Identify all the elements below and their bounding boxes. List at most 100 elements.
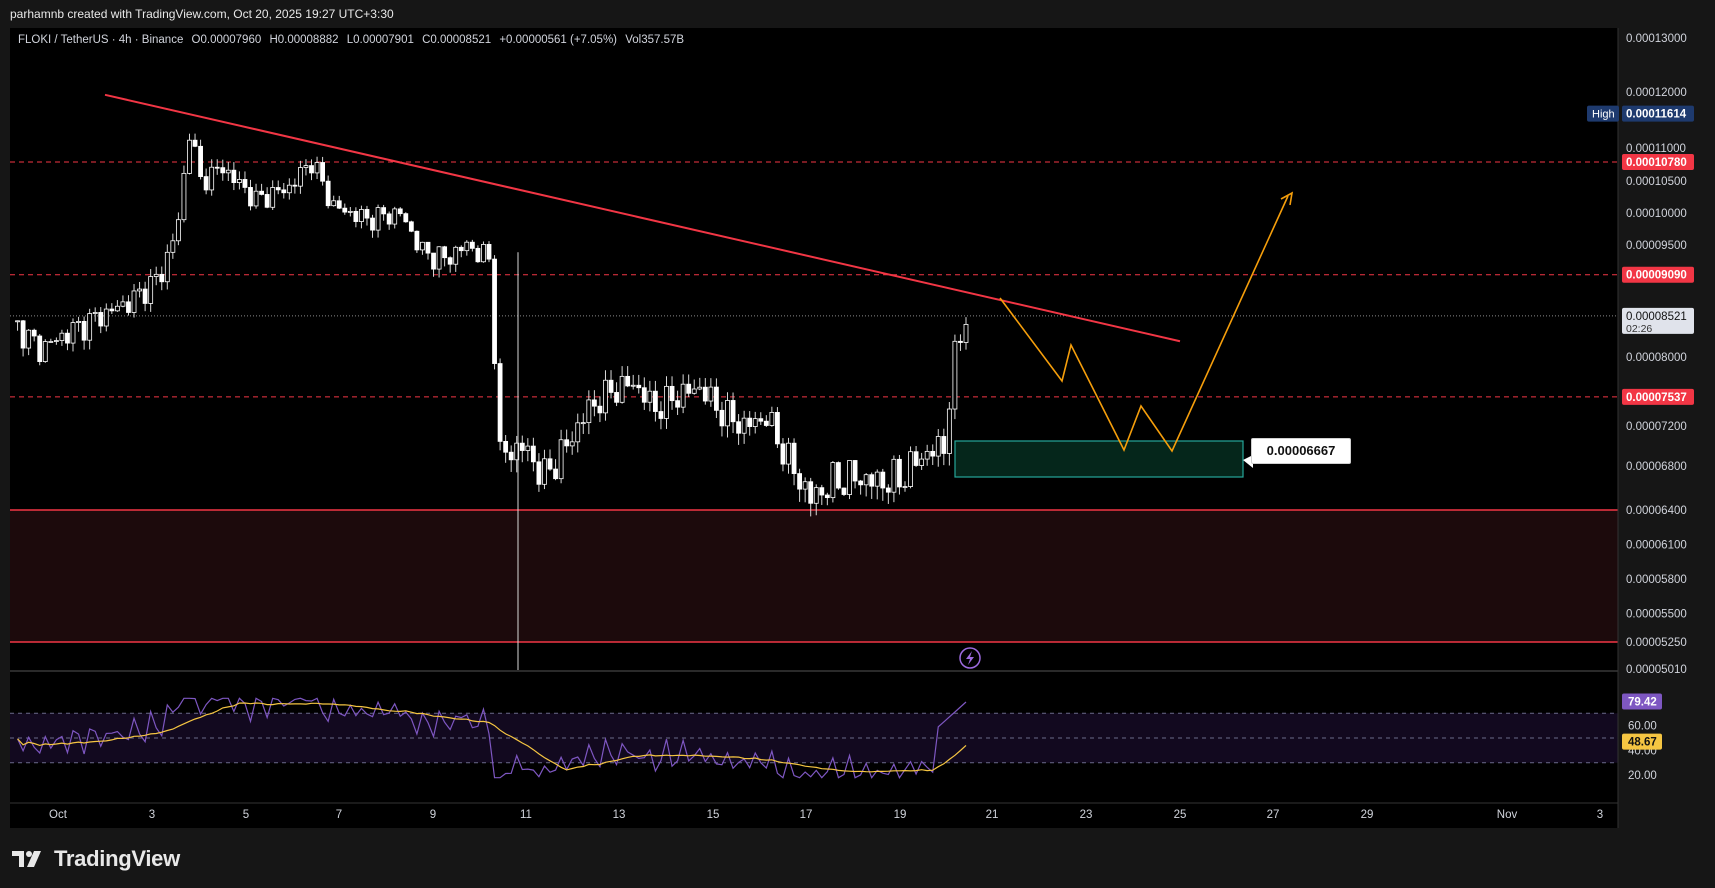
legend-open: O0.00007960 (191, 34, 262, 46)
demand-box-callout[interactable]: 0.00006667 (1251, 438, 1351, 464)
time-tick-label: 17 (800, 809, 813, 821)
candle-body (891, 458, 897, 493)
candle-body (519, 442, 525, 451)
candle-body (453, 246, 459, 265)
main-pane (10, 93, 1618, 670)
time-tick-label: Nov (1497, 809, 1518, 821)
candle-body (31, 329, 37, 337)
candle-body (591, 399, 597, 407)
candle-body (436, 246, 442, 270)
candle-body (702, 386, 708, 402)
price-tick-label: 0.00005800 (1626, 574, 1687, 586)
candle-body (719, 409, 725, 427)
demand-box (954, 440, 1244, 478)
candle-body (830, 462, 836, 499)
candle-body (15, 320, 20, 323)
price-tick-label: 0.00013000 (1626, 33, 1687, 45)
support-zone (10, 510, 1618, 642)
candle-body (486, 244, 492, 260)
candle-body (170, 240, 176, 253)
candle-body (725, 400, 730, 427)
price-badge-bg (1622, 307, 1694, 334)
candle-body (924, 450, 930, 460)
attribution-text: parhamnb created with TradingView.com, O… (10, 7, 394, 21)
candle-body (769, 412, 775, 426)
candle-body (752, 418, 758, 427)
legend-high: H0.00008882 (269, 34, 339, 46)
candle-body (958, 340, 963, 343)
lightning-icon (959, 647, 981, 669)
candle-body (558, 439, 564, 480)
candle-body (608, 379, 614, 393)
price-tick-label: 0.00008000 (1626, 352, 1687, 364)
candle-body (37, 335, 43, 362)
price-chart[interactable]: 0.00013000 0.00012000 0.00011000 0.00010500… (0, 0, 1715, 828)
legend-low: L0.00007901 (346, 34, 414, 46)
time-tick-label: 11 (520, 809, 532, 821)
candle-body (824, 494, 830, 499)
candle-body (98, 312, 104, 327)
candle-body (625, 375, 631, 387)
candle-body (675, 400, 680, 408)
callout-pointer (1243, 455, 1253, 468)
candle-body (553, 468, 558, 480)
candle-body (181, 172, 187, 221)
rsi-pane (10, 697, 1618, 779)
candle-body (508, 451, 514, 461)
candle-body (902, 486, 908, 488)
candle-body (414, 230, 420, 251)
candle-body (137, 288, 142, 292)
candle-body (658, 411, 664, 419)
candle-body (220, 167, 226, 174)
candle-body (908, 451, 913, 487)
candle-body (797, 473, 803, 490)
candle-body (203, 176, 209, 191)
candle-body (686, 383, 692, 394)
candle-body (103, 308, 109, 327)
price-badge-value: 0.00008521 (1626, 311, 1687, 323)
rsi-ma-badge (1622, 733, 1662, 750)
candle-body (225, 169, 231, 174)
price-tick-label: 0.00006400 (1626, 505, 1687, 517)
candle-body (286, 184, 292, 194)
candle-body (786, 442, 791, 465)
price-tick-label: 0.00006800 (1626, 461, 1687, 473)
candle-body (131, 290, 137, 313)
candle-body (314, 162, 320, 174)
candle-body (747, 417, 753, 427)
candle-body (564, 439, 570, 447)
tradingview-brand[interactable]: TradingView (12, 846, 180, 872)
candle-body (730, 400, 736, 423)
candle-body (542, 458, 547, 485)
candle-body (780, 443, 786, 465)
candle-body (397, 208, 403, 215)
time-tick-label: 13 (613, 809, 626, 821)
candle-body (109, 308, 115, 312)
candle-body (42, 341, 48, 362)
candle-body (641, 387, 647, 403)
candle-body (636, 384, 642, 389)
candle-body (175, 219, 181, 242)
candle-body (930, 450, 936, 457)
candle-body (126, 301, 131, 313)
candle-body (941, 436, 947, 454)
price-badge-countdown: 02:26 (1626, 323, 1652, 335)
candle-body (270, 187, 276, 208)
candle-body (813, 487, 819, 504)
candle-body (214, 166, 220, 169)
price-tick-label: 0.00010500 (1626, 176, 1687, 188)
candle-body (897, 458, 902, 488)
candle-body (386, 213, 392, 225)
legend-symbol[interactable]: FLOKI / TetherUS · 4h · Binance (18, 34, 184, 46)
candle-body (76, 320, 81, 323)
candle-body (303, 165, 309, 168)
candle-body (253, 190, 259, 207)
price-tick-label: 0.00009500 (1626, 240, 1687, 252)
candle-body (420, 241, 425, 251)
high-label-bg (1587, 105, 1619, 122)
candle-body (26, 329, 32, 349)
candle-body (408, 221, 414, 232)
time-tick-label: 19 (894, 809, 907, 821)
price-badge-value: 0.00007537 (1626, 392, 1687, 404)
candle-body (142, 288, 148, 304)
